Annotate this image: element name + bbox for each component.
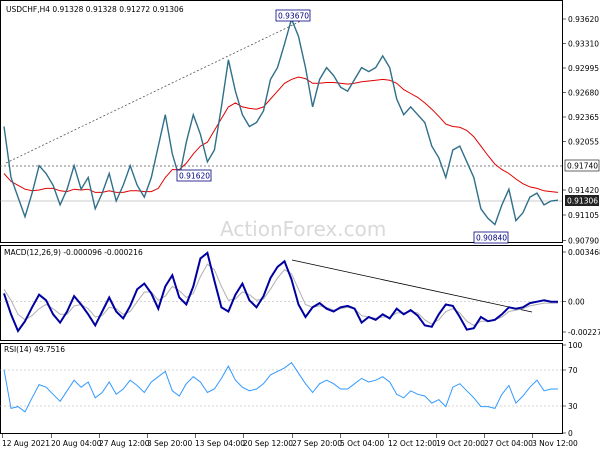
level-marker-label: 0.91740 bbox=[567, 162, 598, 171]
xtick-label: 27 Oct 04:00 bbox=[484, 439, 533, 448]
macd-title: MACD(12,26,9) -0.000096 -0.000216 bbox=[4, 248, 143, 257]
macd-line bbox=[3, 251, 558, 334]
xtick-label: 3 Sep 20:00 bbox=[147, 439, 193, 448]
price-panel-frame bbox=[0, 0, 563, 243]
macd-signal-line bbox=[3, 263, 558, 326]
price-ytick-label: 0.91420 bbox=[568, 186, 599, 195]
watermark: ActionForex.com bbox=[220, 217, 386, 241]
xtick-label: 27 Aug 12:00 bbox=[99, 439, 150, 448]
annotation-low-nov: 0.90840 bbox=[476, 234, 507, 243]
xtick-label: 27 Sep 20:00 bbox=[292, 439, 342, 448]
xtick-label: 12 Oct 12:00 bbox=[388, 439, 437, 448]
rsi-ytick-label: 100 bbox=[568, 341, 583, 350]
xtick-label: 13 Sep 04:00 bbox=[195, 439, 245, 448]
moving-average-line bbox=[3, 76, 559, 193]
xtick-label: 5 Oct 04:00 bbox=[340, 439, 384, 448]
rsi-panel-frame bbox=[0, 343, 563, 434]
rsi-ytick-label: 0 bbox=[568, 429, 573, 438]
macd-trend-line bbox=[291, 259, 533, 313]
current-price-label: 0.91306 bbox=[567, 197, 598, 206]
xtick-label: 19 Oct 20:00 bbox=[436, 439, 485, 448]
annotation-low-sep: 0.91620 bbox=[179, 172, 210, 181]
annotation-box-low-sep bbox=[176, 169, 212, 182]
annotation-box-low-nov bbox=[473, 231, 509, 244]
price-ytick-label: 0.92365 bbox=[568, 113, 599, 122]
price-ytick-label: 0.91105 bbox=[568, 211, 599, 220]
xtick-label: 20 Sep 12:00 bbox=[243, 439, 293, 448]
xtick-label: 12 Aug 2021 bbox=[2, 439, 50, 448]
macd-ytick-label: 0.00 bbox=[568, 298, 585, 307]
rsi-ytick-label: 70 bbox=[568, 366, 578, 375]
xtick-label: 20 Aug 04:00 bbox=[51, 439, 102, 448]
current-price-box bbox=[565, 195, 599, 206]
macd-ytick-label: -0.002274 bbox=[568, 328, 600, 337]
price-line bbox=[3, 16, 559, 226]
rsi-line bbox=[3, 361, 558, 413]
level-marker-box bbox=[564, 159, 600, 172]
macd-ytick-label: 0.003468 bbox=[568, 248, 600, 257]
price-ytick-label: 0.93310 bbox=[568, 40, 599, 49]
price-ytick-label: 0.92995 bbox=[568, 64, 599, 73]
price-ytick-label: 0.92680 bbox=[568, 89, 599, 98]
price-title: USDCHF,H4 0.91328 0.91328 0.91272 0.9130… bbox=[6, 5, 184, 14]
rsi-title: RSI(14) 49.7516 bbox=[4, 345, 65, 354]
xtick-label: 3 Nov 12:00 bbox=[532, 439, 578, 448]
price-ytick-label: 0.92055 bbox=[568, 138, 599, 147]
annotation-high: 0.93670 bbox=[278, 12, 309, 21]
annotation-box-high bbox=[275, 9, 311, 22]
rsi-ytick-label: 30 bbox=[568, 402, 578, 411]
macd-panel-frame bbox=[0, 245, 563, 341]
price-trend-line bbox=[5, 18, 306, 164]
price-ytick-label: 0.90790 bbox=[568, 237, 599, 246]
price-ytick-label: 0.93620 bbox=[568, 15, 599, 24]
